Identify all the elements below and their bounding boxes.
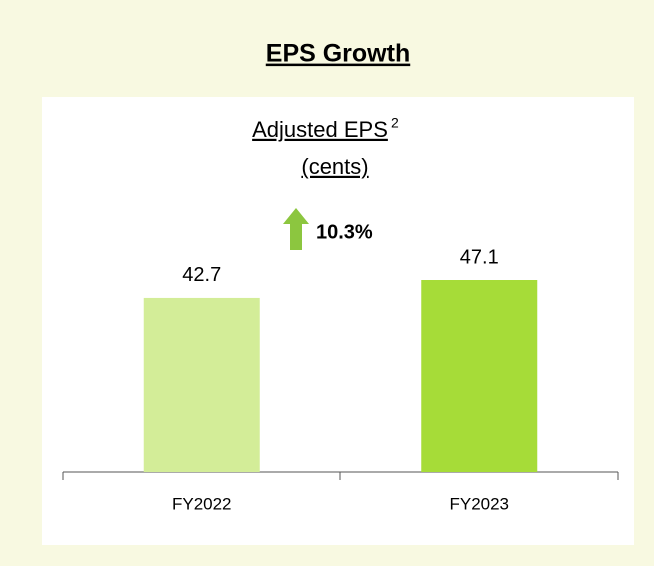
chart-title: EPS Growth [266,40,410,68]
superscript: 2 [391,115,399,131]
value-label: 42.7 [182,264,221,286]
value-label: 47.1 [460,246,499,268]
unit-label: (cents) [301,154,368,179]
bar [143,297,260,472]
x-tick-label: FY2022 [172,494,232,513]
up-arrow [283,208,309,250]
bar [421,280,538,472]
x-tick-label: FY2023 [449,494,509,513]
annotation: 10.3% [316,221,373,243]
subtitle: Adjusted EPS [252,117,388,142]
